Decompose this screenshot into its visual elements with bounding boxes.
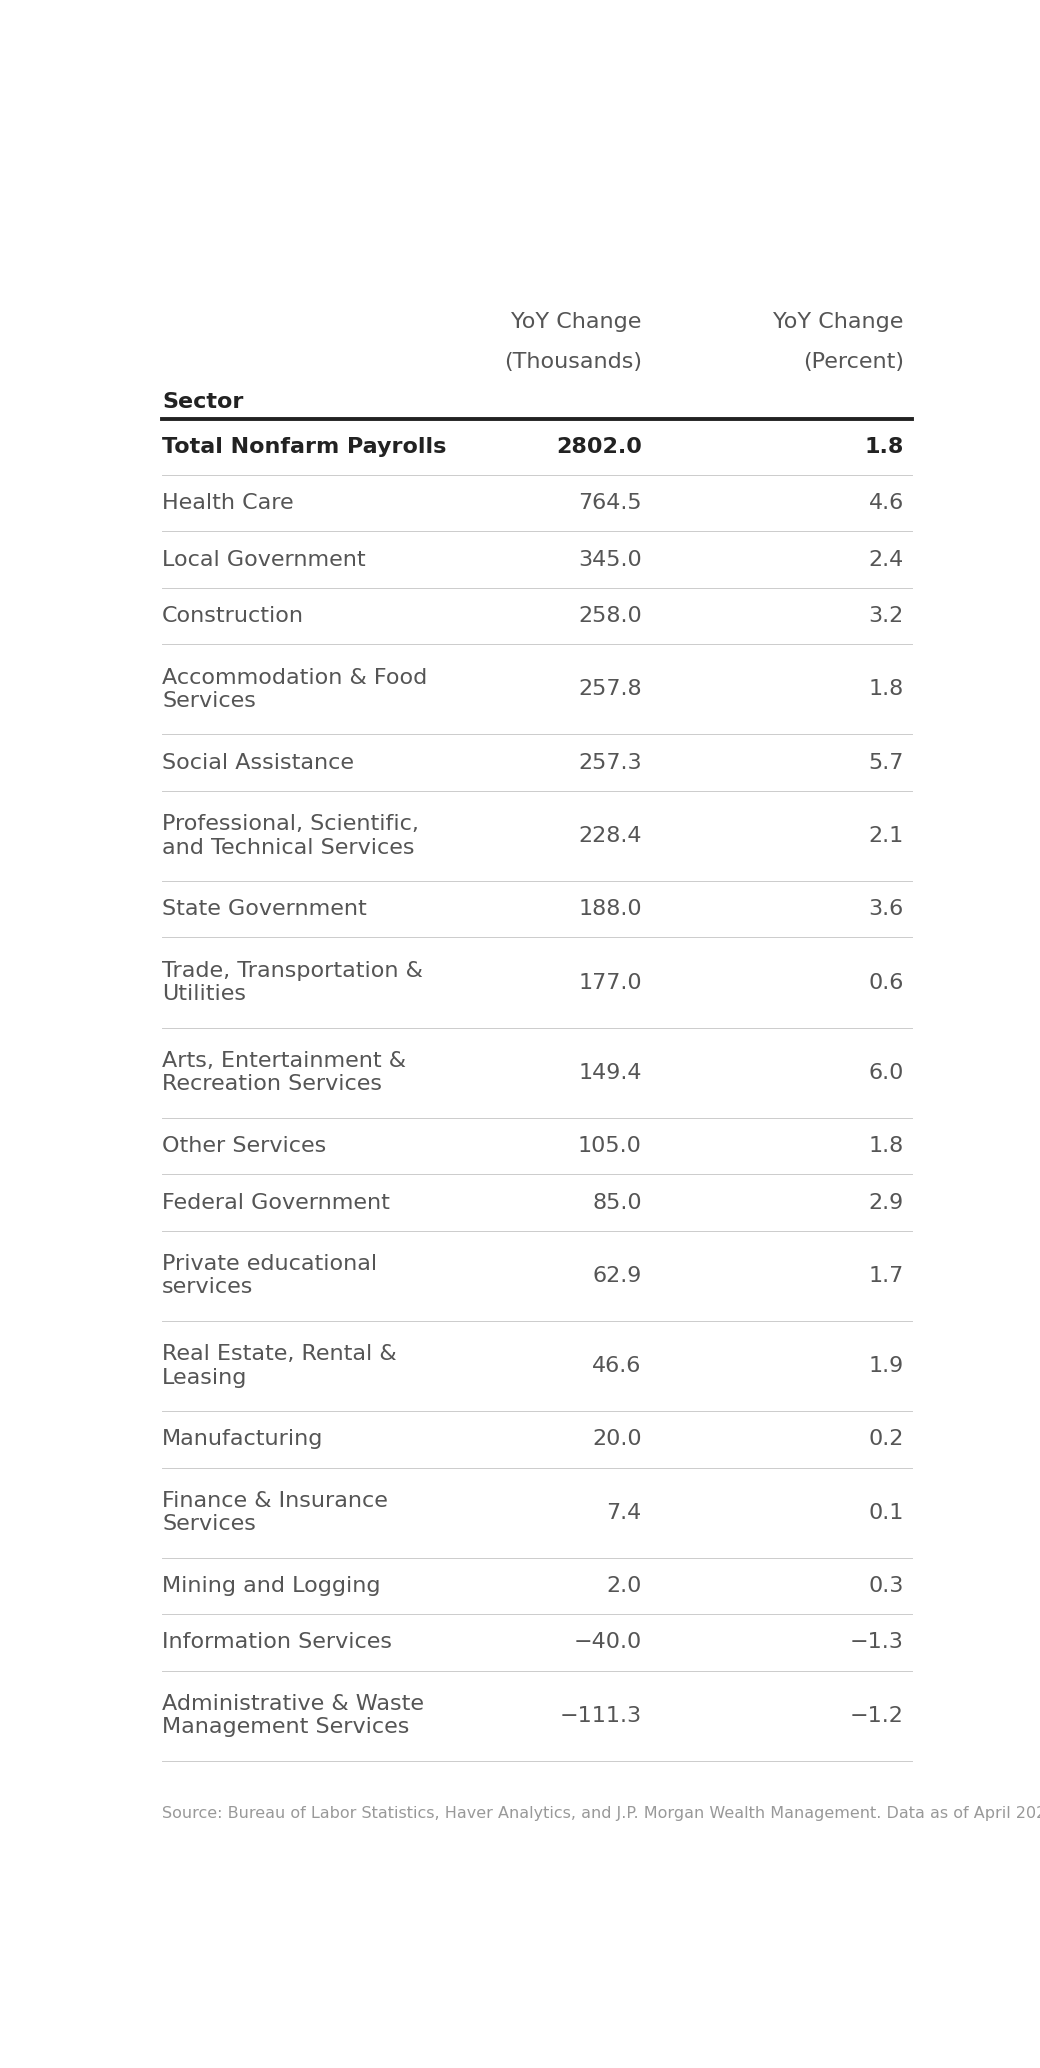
Text: Real Estate, Rental &
Leasing: Real Estate, Rental & Leasing bbox=[162, 1344, 397, 1388]
Text: 3.6: 3.6 bbox=[868, 900, 904, 920]
Text: 1.9: 1.9 bbox=[868, 1357, 904, 1375]
Text: 7.4: 7.4 bbox=[606, 1503, 642, 1522]
Text: −1.2: −1.2 bbox=[850, 1706, 904, 1727]
Text: Finance & Insurance
Services: Finance & Insurance Services bbox=[162, 1491, 388, 1534]
Text: 177.0: 177.0 bbox=[578, 972, 642, 993]
Text: YoY Change: YoY Change bbox=[774, 312, 904, 331]
Text: 62.9: 62.9 bbox=[593, 1266, 642, 1286]
Text: 0.2: 0.2 bbox=[868, 1429, 904, 1450]
Text: 258.0: 258.0 bbox=[578, 606, 642, 627]
Text: Sector: Sector bbox=[162, 393, 243, 412]
Text: 1.8: 1.8 bbox=[868, 1135, 904, 1156]
Text: Source: Bureau of Labor Statistics, Haver Analytics, and J.P. Morgan Wealth Mana: Source: Bureau of Labor Statistics, Have… bbox=[162, 1807, 1040, 1822]
Text: YoY Change: YoY Change bbox=[512, 312, 642, 331]
Text: 0.1: 0.1 bbox=[868, 1503, 904, 1522]
Text: 345.0: 345.0 bbox=[578, 550, 642, 569]
Text: 4.6: 4.6 bbox=[868, 492, 904, 513]
Text: 188.0: 188.0 bbox=[578, 900, 642, 920]
Text: Construction: Construction bbox=[162, 606, 305, 627]
Text: −1.3: −1.3 bbox=[850, 1632, 904, 1652]
Text: 149.4: 149.4 bbox=[578, 1063, 642, 1084]
Text: 764.5: 764.5 bbox=[578, 492, 642, 513]
Text: State Government: State Government bbox=[162, 900, 367, 920]
Text: Manufacturing: Manufacturing bbox=[162, 1429, 323, 1450]
Text: 1.7: 1.7 bbox=[868, 1266, 904, 1286]
Text: 85.0: 85.0 bbox=[592, 1193, 642, 1212]
Text: Other Services: Other Services bbox=[162, 1135, 327, 1156]
Text: 0.3: 0.3 bbox=[868, 1576, 904, 1596]
Text: Accommodation & Food
Services: Accommodation & Food Services bbox=[162, 668, 427, 711]
Text: 3.2: 3.2 bbox=[868, 606, 904, 627]
Text: −40.0: −40.0 bbox=[574, 1632, 642, 1652]
Text: 228.4: 228.4 bbox=[578, 825, 642, 846]
Text: 6.0: 6.0 bbox=[868, 1063, 904, 1084]
Text: 5.7: 5.7 bbox=[868, 753, 904, 773]
Text: 2.4: 2.4 bbox=[868, 550, 904, 569]
Text: 2.0: 2.0 bbox=[606, 1576, 642, 1596]
Text: Arts, Entertainment &
Recreation Services: Arts, Entertainment & Recreation Service… bbox=[162, 1051, 407, 1094]
Text: Trade, Transportation &
Utilities: Trade, Transportation & Utilities bbox=[162, 962, 423, 1005]
Text: (Percent): (Percent) bbox=[803, 352, 904, 372]
Text: Federal Government: Federal Government bbox=[162, 1193, 390, 1212]
Text: Administrative & Waste
Management Services: Administrative & Waste Management Servic… bbox=[162, 1694, 424, 1737]
Text: 1.8: 1.8 bbox=[864, 436, 904, 457]
Text: 2802.0: 2802.0 bbox=[556, 436, 642, 457]
Text: 257.8: 257.8 bbox=[578, 678, 642, 699]
Text: Social Assistance: Social Assistance bbox=[162, 753, 355, 773]
Text: Professional, Scientific,
and Technical Services: Professional, Scientific, and Technical … bbox=[162, 815, 419, 858]
Text: Information Services: Information Services bbox=[162, 1632, 392, 1652]
Text: 0.6: 0.6 bbox=[868, 972, 904, 993]
Text: Private educational
services: Private educational services bbox=[162, 1255, 378, 1297]
Text: 2.9: 2.9 bbox=[868, 1193, 904, 1212]
Text: 46.6: 46.6 bbox=[593, 1357, 642, 1375]
Text: 257.3: 257.3 bbox=[578, 753, 642, 773]
Text: 105.0: 105.0 bbox=[578, 1135, 642, 1156]
Text: Total Nonfarm Payrolls: Total Nonfarm Payrolls bbox=[162, 436, 446, 457]
Text: −111.3: −111.3 bbox=[560, 1706, 642, 1727]
Text: 1.8: 1.8 bbox=[868, 678, 904, 699]
Text: Local Government: Local Government bbox=[162, 550, 366, 569]
Text: 20.0: 20.0 bbox=[592, 1429, 642, 1450]
Text: (Thousands): (Thousands) bbox=[503, 352, 642, 372]
Text: Mining and Logging: Mining and Logging bbox=[162, 1576, 381, 1596]
Text: Health Care: Health Care bbox=[162, 492, 294, 513]
Text: 2.1: 2.1 bbox=[868, 825, 904, 846]
